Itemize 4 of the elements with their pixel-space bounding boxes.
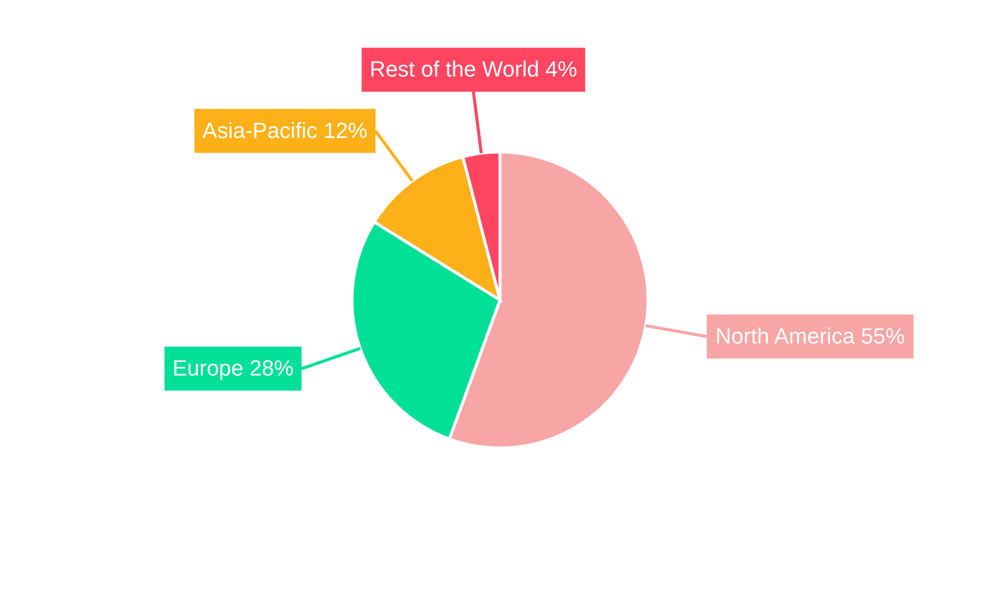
- slice-label: North America 55%: [715, 323, 905, 348]
- slice-label: Rest of the World 4%: [370, 56, 578, 82]
- slice-label: Europe 28%: [172, 356, 294, 381]
- slice-label: Asia-Pacific 12%: [202, 118, 368, 143]
